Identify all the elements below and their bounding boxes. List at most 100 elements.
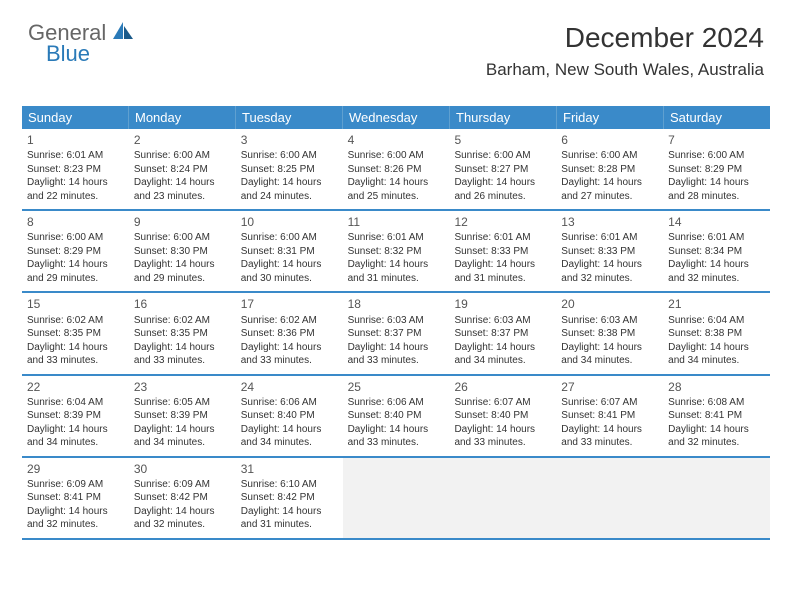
sunset-line: Sunset: 8:39 PM — [134, 409, 231, 423]
sunset-line: Sunset: 8:25 PM — [241, 163, 338, 177]
day-cell: 17Sunrise: 6:02 AMSunset: 8:36 PMDayligh… — [236, 293, 343, 373]
day-cell: 4Sunrise: 6:00 AMSunset: 8:26 PMDaylight… — [343, 129, 450, 209]
sunset-line: Sunset: 8:33 PM — [561, 245, 658, 259]
sunrise-line: Sunrise: 6:04 AM — [27, 396, 124, 410]
day-number: 8 — [27, 214, 124, 230]
sunrise-line: Sunrise: 6:01 AM — [454, 231, 551, 245]
calendar-week-row: 22Sunrise: 6:04 AMSunset: 8:39 PMDayligh… — [22, 376, 770, 458]
day-cell: 29Sunrise: 6:09 AMSunset: 8:41 PMDayligh… — [22, 458, 129, 538]
day-cell: 31Sunrise: 6:10 AMSunset: 8:42 PMDayligh… — [236, 458, 343, 538]
daylight-line: Daylight: 14 hours and 33 minutes. — [561, 423, 658, 450]
daylight-line: Daylight: 14 hours and 32 minutes. — [668, 258, 765, 285]
sunset-line: Sunset: 8:40 PM — [241, 409, 338, 423]
sunset-line: Sunset: 8:23 PM — [27, 163, 124, 177]
sunset-line: Sunset: 8:41 PM — [668, 409, 765, 423]
day-cell: 16Sunrise: 6:02 AMSunset: 8:35 PMDayligh… — [129, 293, 236, 373]
day-cell: 21Sunrise: 6:04 AMSunset: 8:38 PMDayligh… — [663, 293, 770, 373]
day-header: Thursday — [450, 106, 557, 129]
sunset-line: Sunset: 8:41 PM — [561, 409, 658, 423]
day-cell: 26Sunrise: 6:07 AMSunset: 8:40 PMDayligh… — [449, 376, 556, 456]
day-cell: 28Sunrise: 6:08 AMSunset: 8:41 PMDayligh… — [663, 376, 770, 456]
day-number: 28 — [668, 379, 765, 395]
header: December 2024 Barham, New South Wales, A… — [486, 22, 764, 80]
sunset-line: Sunset: 8:34 PM — [668, 245, 765, 259]
calendar-week-row: 15Sunrise: 6:02 AMSunset: 8:35 PMDayligh… — [22, 293, 770, 375]
daylight-line: Daylight: 14 hours and 29 minutes. — [134, 258, 231, 285]
sunset-line: Sunset: 8:29 PM — [27, 245, 124, 259]
sunrise-line: Sunrise: 6:08 AM — [668, 396, 765, 410]
sunset-line: Sunset: 8:28 PM — [561, 163, 658, 177]
daylight-line: Daylight: 14 hours and 23 minutes. — [134, 176, 231, 203]
day-cell: 11Sunrise: 6:01 AMSunset: 8:32 PMDayligh… — [343, 211, 450, 291]
day-number: 19 — [454, 296, 551, 312]
sunrise-line: Sunrise: 6:06 AM — [241, 396, 338, 410]
day-cell: 25Sunrise: 6:06 AMSunset: 8:40 PMDayligh… — [343, 376, 450, 456]
day-number: 13 — [561, 214, 658, 230]
empty-cell — [663, 458, 770, 538]
sunrise-line: Sunrise: 6:03 AM — [348, 314, 445, 328]
sunrise-line: Sunrise: 6:07 AM — [561, 396, 658, 410]
sunset-line: Sunset: 8:33 PM — [454, 245, 551, 259]
sunset-line: Sunset: 8:29 PM — [668, 163, 765, 177]
daylight-line: Daylight: 14 hours and 34 minutes. — [27, 423, 124, 450]
day-cell: 6Sunrise: 6:00 AMSunset: 8:28 PMDaylight… — [556, 129, 663, 209]
daylight-line: Daylight: 14 hours and 32 minutes. — [561, 258, 658, 285]
day-number: 15 — [27, 296, 124, 312]
sunrise-line: Sunrise: 6:05 AM — [134, 396, 231, 410]
daylight-line: Daylight: 14 hours and 33 minutes. — [241, 341, 338, 368]
day-header: Saturday — [664, 106, 770, 129]
daylight-line: Daylight: 14 hours and 32 minutes. — [134, 505, 231, 532]
sunrise-line: Sunrise: 6:00 AM — [134, 231, 231, 245]
day-cell: 1Sunrise: 6:01 AMSunset: 8:23 PMDaylight… — [22, 129, 129, 209]
day-number: 23 — [134, 379, 231, 395]
sunrise-line: Sunrise: 6:02 AM — [134, 314, 231, 328]
empty-cell — [449, 458, 556, 538]
sunset-line: Sunset: 8:31 PM — [241, 245, 338, 259]
day-cell: 24Sunrise: 6:06 AMSunset: 8:40 PMDayligh… — [236, 376, 343, 456]
day-cell: 9Sunrise: 6:00 AMSunset: 8:30 PMDaylight… — [129, 211, 236, 291]
day-number: 2 — [134, 132, 231, 148]
day-number: 20 — [561, 296, 658, 312]
day-number: 4 — [348, 132, 445, 148]
sunset-line: Sunset: 8:38 PM — [668, 327, 765, 341]
day-cell: 2Sunrise: 6:00 AMSunset: 8:24 PMDaylight… — [129, 129, 236, 209]
sunset-line: Sunset: 8:35 PM — [134, 327, 231, 341]
sunrise-line: Sunrise: 6:00 AM — [561, 149, 658, 163]
day-cell: 22Sunrise: 6:04 AMSunset: 8:39 PMDayligh… — [22, 376, 129, 456]
daylight-line: Daylight: 14 hours and 33 minutes. — [348, 341, 445, 368]
daylight-line: Daylight: 14 hours and 34 minutes. — [241, 423, 338, 450]
sunset-line: Sunset: 8:35 PM — [27, 327, 124, 341]
day-cell: 10Sunrise: 6:00 AMSunset: 8:31 PMDayligh… — [236, 211, 343, 291]
day-cell: 14Sunrise: 6:01 AMSunset: 8:34 PMDayligh… — [663, 211, 770, 291]
sunrise-line: Sunrise: 6:00 AM — [668, 149, 765, 163]
sunrise-line: Sunrise: 6:09 AM — [134, 478, 231, 492]
daylight-line: Daylight: 14 hours and 31 minutes. — [454, 258, 551, 285]
day-cell: 30Sunrise: 6:09 AMSunset: 8:42 PMDayligh… — [129, 458, 236, 538]
daylight-line: Daylight: 14 hours and 34 minutes. — [561, 341, 658, 368]
day-header: Wednesday — [343, 106, 450, 129]
sunset-line: Sunset: 8:42 PM — [241, 491, 338, 505]
daylight-line: Daylight: 14 hours and 33 minutes. — [134, 341, 231, 368]
daylight-line: Daylight: 14 hours and 26 minutes. — [454, 176, 551, 203]
sunrise-line: Sunrise: 6:10 AM — [241, 478, 338, 492]
sunrise-line: Sunrise: 6:01 AM — [668, 231, 765, 245]
location-text: Barham, New South Wales, Australia — [486, 60, 764, 80]
day-number: 14 — [668, 214, 765, 230]
day-cell: 5Sunrise: 6:00 AMSunset: 8:27 PMDaylight… — [449, 129, 556, 209]
day-number: 30 — [134, 461, 231, 477]
day-cell: 7Sunrise: 6:00 AMSunset: 8:29 PMDaylight… — [663, 129, 770, 209]
sunset-line: Sunset: 8:39 PM — [27, 409, 124, 423]
day-cell: 23Sunrise: 6:05 AMSunset: 8:39 PMDayligh… — [129, 376, 236, 456]
daylight-line: Daylight: 14 hours and 25 minutes. — [348, 176, 445, 203]
day-number: 3 — [241, 132, 338, 148]
daylight-line: Daylight: 14 hours and 24 minutes. — [241, 176, 338, 203]
logo-blue-text: Blue — [46, 43, 135, 65]
daylight-line: Daylight: 14 hours and 30 minutes. — [241, 258, 338, 285]
day-cell: 27Sunrise: 6:07 AMSunset: 8:41 PMDayligh… — [556, 376, 663, 456]
sunrise-line: Sunrise: 6:09 AM — [27, 478, 124, 492]
logo-sail-icon — [113, 22, 135, 45]
sunrise-line: Sunrise: 6:06 AM — [348, 396, 445, 410]
day-cell: 8Sunrise: 6:00 AMSunset: 8:29 PMDaylight… — [22, 211, 129, 291]
sunrise-line: Sunrise: 6:02 AM — [241, 314, 338, 328]
daylight-line: Daylight: 14 hours and 28 minutes. — [668, 176, 765, 203]
